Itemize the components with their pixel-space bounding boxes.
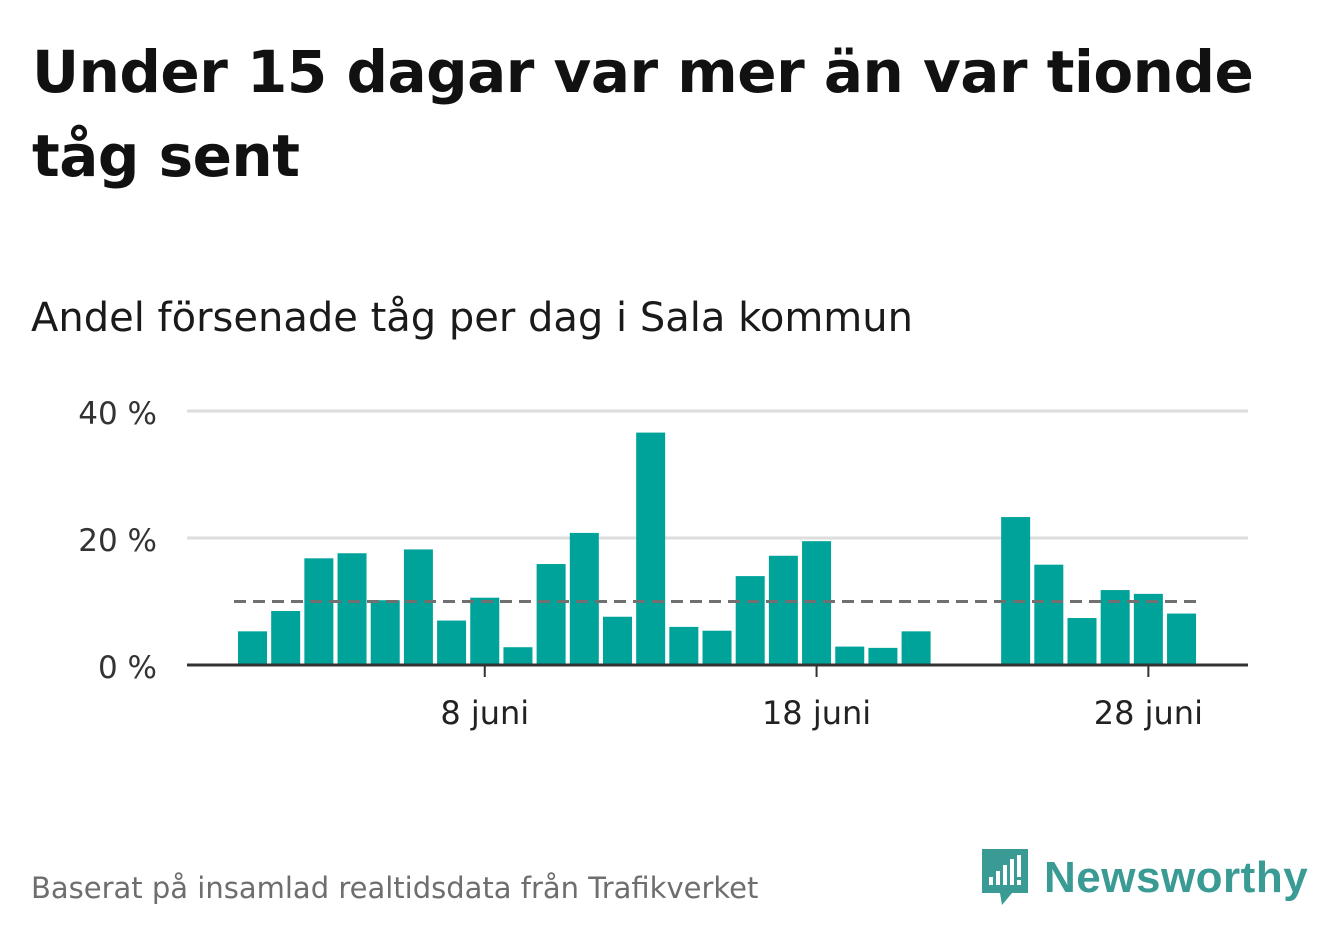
chart-title: Under 15 dagar var mer än var tionde tåg… bbox=[32, 38, 1254, 190]
x-tick-label: 8 juni bbox=[440, 694, 529, 732]
y-tick-label: 20 % bbox=[78, 523, 157, 559]
bar bbox=[868, 647, 898, 665]
bar bbox=[835, 646, 865, 665]
bar bbox=[271, 611, 301, 665]
bar bbox=[901, 631, 931, 665]
y-tick-label: 0 % bbox=[98, 650, 157, 686]
bar bbox=[735, 576, 765, 665]
bar bbox=[669, 626, 699, 665]
x-tick-label: 28 juni bbox=[1094, 694, 1203, 732]
bar bbox=[304, 558, 334, 665]
bar bbox=[768, 555, 798, 665]
newsworthy-logo-icon bbox=[982, 849, 1028, 905]
bar bbox=[1001, 517, 1031, 665]
bar bbox=[636, 432, 666, 665]
bar bbox=[337, 553, 367, 665]
bar bbox=[470, 597, 500, 665]
bar bbox=[1067, 618, 1097, 665]
bar bbox=[403, 549, 433, 665]
bar bbox=[702, 630, 732, 665]
x-tick-label: 18 juni bbox=[762, 694, 871, 732]
bar bbox=[503, 647, 533, 665]
bar bbox=[802, 541, 832, 665]
brand-name: Newsworthy bbox=[1044, 853, 1309, 902]
bar bbox=[1167, 613, 1197, 665]
bar bbox=[370, 600, 400, 665]
bar bbox=[569, 532, 599, 665]
brand-logo: Newsworthy bbox=[980, 846, 1308, 910]
bar bbox=[238, 631, 267, 665]
bar bbox=[536, 564, 566, 665]
bar bbox=[1133, 593, 1163, 665]
bar-chart: 0 % 20 % 40 % 8 juni 18 juni 28 juni bbox=[78, 396, 1248, 732]
bar bbox=[602, 616, 632, 665]
bar bbox=[437, 620, 467, 665]
y-tick-label: 40 % bbox=[78, 396, 157, 432]
source-note: Baserat på insamlad realtidsdata från Tr… bbox=[31, 871, 759, 905]
chart-subtitle: Andel försenade tåg per dag i Sala kommu… bbox=[31, 295, 913, 341]
bar bbox=[1034, 564, 1064, 665]
